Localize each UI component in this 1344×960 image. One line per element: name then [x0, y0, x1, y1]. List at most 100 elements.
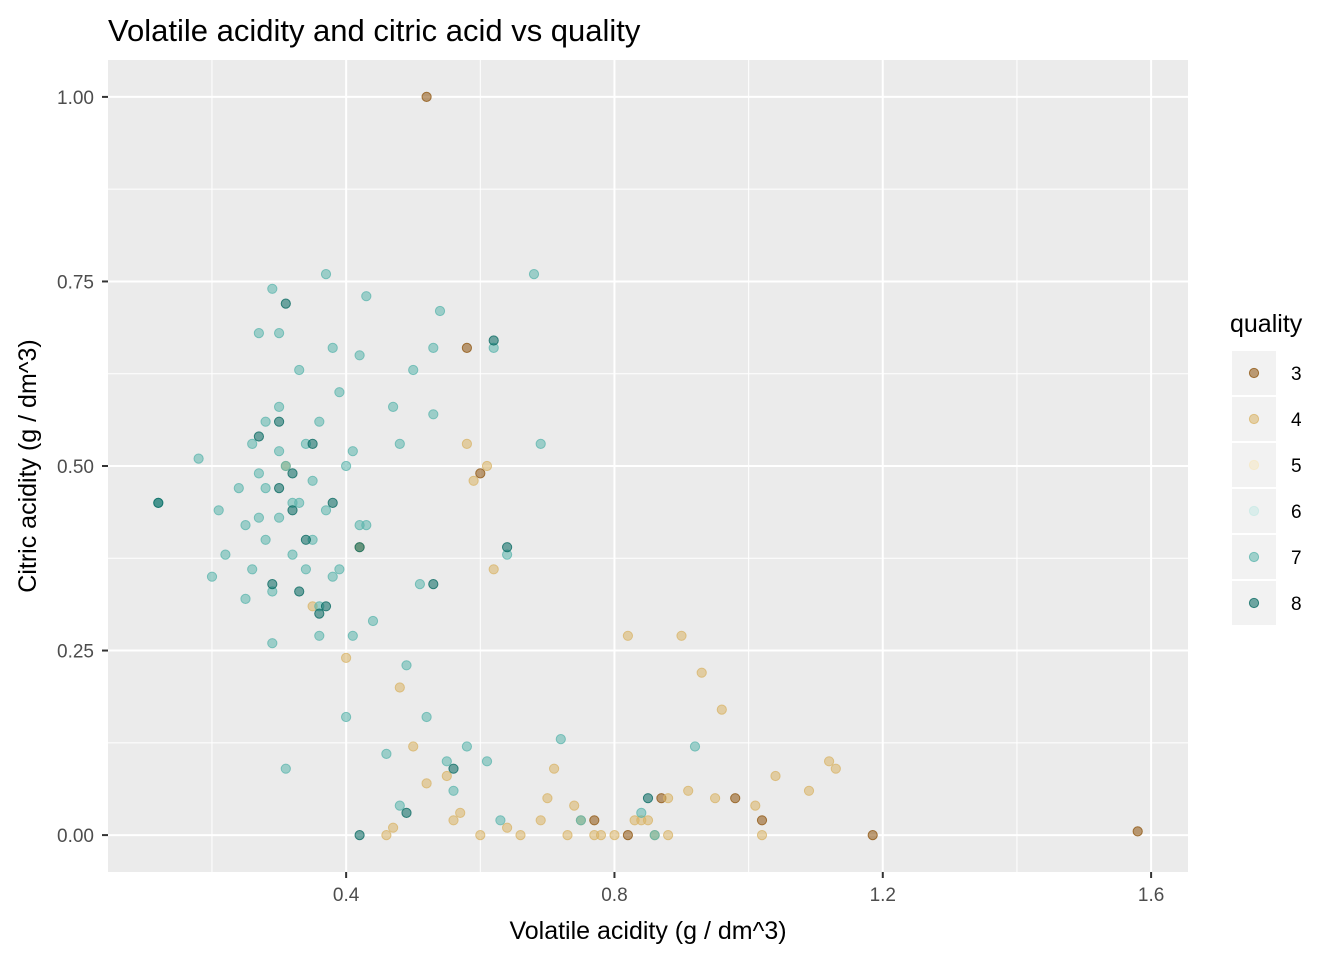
x-tick-label: 1.6: [1138, 885, 1164, 906]
data-point-quality-8: [267, 579, 278, 590]
data-point-quality-8: [448, 763, 459, 774]
data-point-quality-7: [314, 416, 325, 427]
data-point-quality-3: [1132, 826, 1143, 837]
data-point-quality-7: [287, 549, 298, 560]
data-point-quality-8: [320, 601, 332, 612]
data-point-quality-7: [347, 630, 358, 641]
data-point-quality-7: [367, 615, 379, 627]
data-point-quality-8: [354, 542, 365, 553]
data-point-quality-4: [341, 652, 352, 664]
data-point-quality-7: [388, 401, 399, 412]
data-point-quality-7: [220, 549, 231, 560]
data-point-quality-7: [320, 269, 332, 280]
data-point-quality-7: [274, 401, 285, 412]
data-point-quality-7: [267, 283, 278, 294]
data-point-quality-7: [327, 342, 338, 353]
data-point-quality-3: [867, 830, 878, 841]
data-point-quality-4: [750, 800, 761, 811]
data-point-quality-7: [408, 364, 419, 376]
x-tick-label: 0.8: [601, 885, 627, 906]
data-point-quality-7: [314, 630, 325, 641]
data-point-quality-8: [488, 335, 499, 346]
legend-label-quality-7: 7: [1291, 548, 1302, 569]
data-point-quality-8: [274, 483, 285, 494]
data-point-quality-8: [428, 579, 439, 590]
data-point-quality-7: [253, 512, 264, 523]
data-point-quality-8: [307, 438, 318, 449]
data-point-quality-4: [710, 793, 721, 804]
data-point-quality-7: [300, 564, 311, 575]
data-point-quality-8: [287, 468, 298, 479]
data-point-quality-7: [213, 505, 224, 516]
y-axis-title: Citric acidity (g / dm^3): [14, 339, 42, 592]
data-point-quality-3: [622, 830, 634, 841]
data-point-quality-7: [347, 446, 358, 457]
legend-label-quality-8: 8: [1291, 594, 1302, 615]
data-point-quality-8: [642, 793, 654, 804]
data-point-quality-3: [475, 468, 486, 479]
data-point-quality-4: [468, 475, 479, 486]
y-tick-label: 0.00: [57, 826, 94, 847]
data-point-quality-4: [676, 630, 687, 641]
axes: 0.4 0.8 1.2 1.6 0.00 0.25 0.50 0.75 1.00: [57, 88, 1164, 906]
data-point-quality-8: [354, 830, 365, 841]
data-point-quality-4: [455, 807, 466, 819]
data-point-quality-4: [461, 438, 472, 449]
data-point-quality-7: [233, 483, 244, 494]
data-point-quality-7: [334, 564, 345, 575]
data-point-quality-7: [341, 460, 352, 472]
data-point-quality-7: [341, 711, 352, 723]
data-point-quality-3: [421, 91, 432, 103]
data-point-quality-7: [274, 512, 285, 523]
legend-key-quality-4: [1248, 413, 1260, 425]
x-tick-label: 1.2: [870, 885, 896, 906]
y-tick-label: 0.50: [57, 457, 94, 478]
grid-lines: [108, 60, 1188, 872]
data-points: [153, 91, 1143, 841]
data-point-quality-7: [307, 475, 318, 486]
data-point-quality-4: [663, 793, 674, 804]
data-point-quality-7: [414, 579, 425, 590]
data-point-quality-8: [314, 608, 325, 619]
data-point-quality-4: [388, 822, 399, 833]
legend-key-quality-5: [1248, 459, 1260, 471]
data-point-quality-7: [247, 564, 258, 575]
data-point-quality-7: [320, 505, 332, 516]
data-point-quality-7: [495, 815, 506, 826]
data-point-quality-7: [260, 416, 271, 427]
y-tick-label: 0.25: [57, 642, 94, 663]
data-point-quality-7: [636, 807, 647, 819]
data-point-quality-7: [274, 446, 285, 457]
data-point-quality-7: [428, 409, 439, 420]
data-point-quality-8: [502, 542, 513, 553]
data-point-quality-4: [696, 667, 707, 678]
data-point-quality-4: [441, 770, 452, 782]
data-point-quality-4: [515, 830, 526, 841]
legend-label-quality-5: 5: [1291, 456, 1302, 477]
data-point-quality-7: [461, 741, 472, 752]
data-point-quality-4: [803, 785, 815, 796]
data-point-quality-7: [381, 748, 392, 760]
data-point-quality-7: [334, 387, 345, 398]
data-point-quality-7: [421, 711, 432, 723]
data-point-quality-7: [260, 534, 271, 545]
data-point-quality-3: [756, 815, 768, 826]
data-point-quality-7: [267, 638, 278, 649]
data-point-quality-7: [441, 756, 452, 767]
data-point-quality-7: [689, 741, 701, 752]
legend-label-quality-6: 6: [1291, 502, 1302, 523]
data-point-quality-4: [756, 830, 768, 841]
data-point-quality-7: [575, 815, 587, 826]
data-point-quality-4: [770, 770, 781, 782]
data-point-quality-4: [663, 830, 674, 841]
data-point-quality-7: [354, 520, 365, 531]
data-point-quality-4: [562, 830, 573, 841]
data-point-quality-4: [629, 815, 640, 826]
data-point-quality-7: [555, 734, 566, 745]
x-axis-title: Volatile acidity (g / dm^3): [509, 917, 786, 945]
data-point-quality-4: [408, 741, 419, 752]
data-point-quality-7: [240, 520, 251, 531]
data-point-quality-8: [401, 807, 412, 819]
data-point-quality-4: [381, 830, 392, 841]
legend-key-quality-7: [1248, 551, 1260, 563]
